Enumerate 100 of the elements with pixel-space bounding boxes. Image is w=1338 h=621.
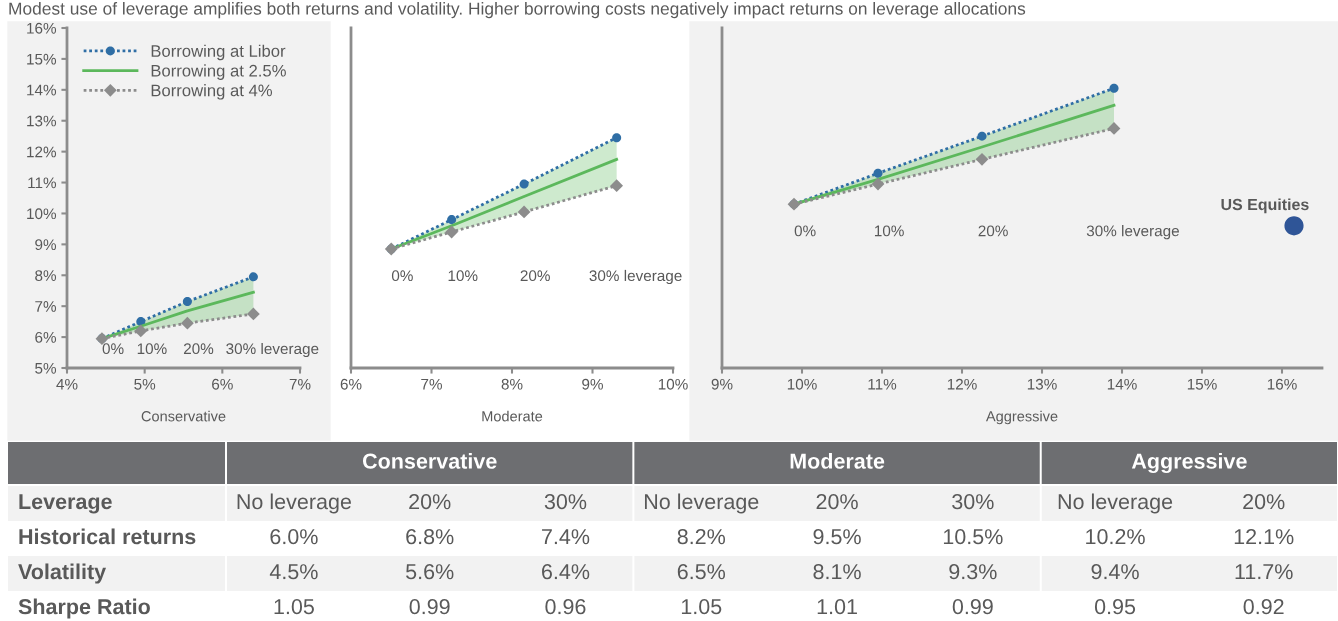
x-tick-label: 9% bbox=[711, 378, 733, 390]
point bbox=[871, 177, 885, 191]
text: No leverage bbox=[644, 493, 759, 514]
x-tick-label: 13% bbox=[1027, 378, 1057, 390]
annotation: 10% bbox=[448, 270, 478, 282]
x-tick-label: 6% bbox=[340, 378, 362, 390]
annotation: 20% bbox=[520, 270, 550, 282]
text: 12.1% bbox=[1234, 529, 1294, 545]
x-tick-label: 8% bbox=[501, 378, 523, 390]
text: 0.95 bbox=[1094, 599, 1136, 615]
legend-label: Borrowing at 2.5% bbox=[151, 64, 286, 80]
x-tick-label: 5% bbox=[134, 378, 156, 390]
y-tick-label: 12% bbox=[27, 146, 57, 158]
y-tick-label: 11% bbox=[28, 177, 57, 189]
text: 9.4% bbox=[1091, 564, 1139, 580]
text: Modest use of leverage amplifies both returns and volatility. Higher borrowing costs negatively impact returns on leverage allocations bbox=[9, 2, 1026, 19]
x-tick-label: 6% bbox=[212, 378, 233, 390]
text: 6.8% bbox=[406, 529, 454, 545]
text: 6.0% bbox=[270, 529, 318, 545]
category-label: Aggressive bbox=[1131, 452, 1247, 474]
x-axis-title: Moderate bbox=[482, 410, 543, 422]
text: 20% bbox=[816, 494, 858, 510]
annotation: 0% bbox=[102, 343, 124, 355]
text: 0.99 bbox=[409, 599, 450, 615]
annotation: 30% leverage bbox=[226, 342, 319, 358]
x-tick-label: 7% bbox=[421, 378, 442, 390]
point bbox=[610, 179, 624, 193]
x-tick-label: 7% bbox=[289, 378, 311, 390]
category-label: Moderate bbox=[790, 452, 885, 469]
x-axis-title: Conservative bbox=[141, 410, 226, 422]
category-label: Leverage bbox=[19, 494, 112, 514]
x-tick-label: 4% bbox=[56, 378, 78, 390]
y-tick-label: 15% bbox=[27, 53, 57, 65]
text: 20% bbox=[409, 494, 451, 510]
text: 1.05 bbox=[681, 599, 722, 615]
y-tick-label: 14% bbox=[27, 84, 57, 96]
point bbox=[1284, 216, 1304, 236]
point bbox=[136, 317, 146, 327]
text: 7.4% bbox=[542, 529, 590, 545]
annotation: 0% bbox=[794, 225, 816, 237]
text: 30% bbox=[544, 494, 587, 510]
y-tick-label: 13% bbox=[27, 115, 57, 127]
text: 6.5% bbox=[677, 564, 726, 580]
text: 0.92 bbox=[1243, 599, 1284, 615]
point bbox=[977, 131, 987, 141]
text: 9.3% bbox=[949, 564, 997, 580]
category-label: Volatility bbox=[18, 563, 107, 584]
x-tick-label: 11% bbox=[868, 378, 897, 390]
text: 1.01 bbox=[817, 599, 857, 615]
point bbox=[517, 205, 531, 219]
y-tick-label: 6% bbox=[35, 331, 57, 343]
text: 30% bbox=[952, 494, 994, 510]
text: 6.4% bbox=[542, 564, 590, 580]
x-tick-label: 14% bbox=[1107, 378, 1137, 390]
point bbox=[519, 179, 529, 189]
text: 5.6% bbox=[406, 564, 454, 580]
legend-label: Borrowing at 4% bbox=[151, 84, 273, 100]
text: 9.5% bbox=[813, 529, 861, 545]
point bbox=[612, 133, 622, 143]
annotation: 20% bbox=[183, 343, 214, 355]
x-tick-label: 9% bbox=[582, 378, 603, 390]
point bbox=[181, 316, 194, 330]
annotation: 10% bbox=[137, 343, 167, 355]
text: No leverage bbox=[1058, 493, 1173, 514]
category-label: Sharpe Ratio bbox=[18, 598, 150, 619]
annotation: 0% bbox=[391, 270, 413, 282]
y-tick-label: 10% bbox=[27, 208, 57, 220]
text: 0.99 bbox=[952, 599, 993, 615]
point bbox=[134, 324, 148, 338]
x-tick-label: 10% bbox=[658, 378, 688, 390]
point bbox=[445, 225, 459, 239]
point bbox=[975, 152, 989, 166]
text: 20% bbox=[1243, 494, 1285, 510]
annotation: 30% leverage bbox=[1086, 225, 1179, 240]
y-tick-label: 7% bbox=[35, 301, 57, 312]
point bbox=[447, 215, 457, 225]
category-label: Conservative bbox=[362, 452, 497, 469]
annotation: 10% bbox=[874, 225, 904, 237]
x-axis-title: Aggressive bbox=[985, 410, 1058, 425]
point bbox=[247, 307, 260, 321]
x-tick-label: 16% bbox=[1267, 378, 1297, 390]
text: 4.5% bbox=[269, 564, 318, 580]
text: 10.5% bbox=[943, 529, 1003, 545]
x-tick-label: 10% bbox=[787, 378, 817, 390]
point bbox=[182, 297, 192, 307]
x-tick-label: 12% bbox=[947, 378, 977, 390]
annotation: 20% bbox=[978, 225, 1008, 237]
x-tick-label: 15% bbox=[1187, 378, 1217, 390]
point bbox=[248, 272, 258, 282]
legend-label: Borrowing at Libor bbox=[151, 44, 286, 61]
y-tick-label: 9% bbox=[35, 239, 57, 251]
text: No leverage bbox=[237, 493, 351, 514]
point bbox=[1109, 83, 1119, 93]
y-tick-label: 16% bbox=[27, 22, 57, 34]
text: 8.1% bbox=[813, 564, 861, 580]
text: 0.96 bbox=[545, 599, 586, 615]
text: 10.2% bbox=[1086, 529, 1145, 545]
text: 11.7% bbox=[1235, 564, 1293, 580]
series-label: US Equities bbox=[1221, 198, 1309, 214]
text: 1.05 bbox=[274, 599, 314, 615]
